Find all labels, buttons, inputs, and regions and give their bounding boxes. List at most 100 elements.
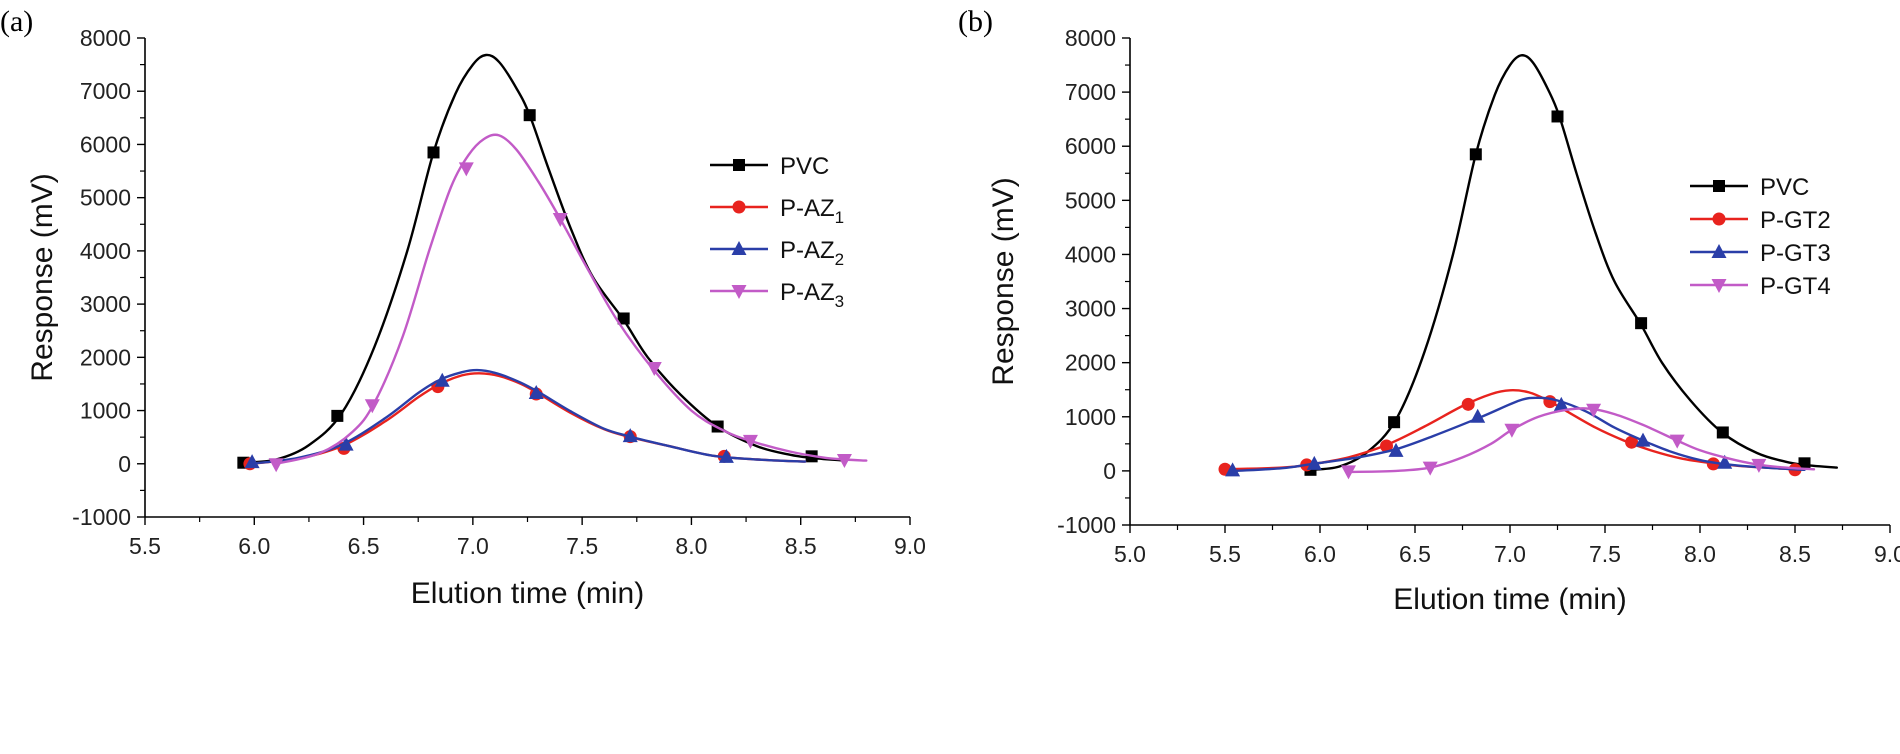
x-tick-label: 8.5 [785,533,817,559]
x-tick-label: 6.5 [1399,541,1431,567]
series-p-az3 [268,133,868,473]
data-point [1553,396,1569,411]
data-point [1625,435,1639,449]
legend-label-text: P-GT2 [1760,207,1831,234]
x-axis-title: Elution time (min) [1393,583,1626,616]
legend-label-subscript: 3 [835,292,844,311]
legend-item: PVC [710,153,829,180]
legend-label: PVC [1760,174,1809,201]
y-tick-label: 1000 [80,398,131,424]
data-point [1422,461,1438,476]
data-point [742,434,758,449]
legend-label-text: P-AZ [780,237,835,264]
y-tick-label: 8000 [1065,25,1116,51]
legend-marker [1711,279,1727,293]
legend-label-text: P-AZ [780,279,835,306]
legend-label-subscript: 1 [835,208,844,227]
legend-marker [733,159,745,171]
data-point [1380,439,1393,453]
legend-item: P-GT2 [1690,207,1831,234]
data-point [1341,465,1356,480]
data-point [1388,442,1404,457]
x-tick-label: 7.5 [1589,541,1621,567]
legend-item: P-GT4 [1690,273,1831,300]
legend-label-subscript: 2 [835,250,844,269]
legend-item: P-AZ2 [710,237,844,269]
data-point [1225,462,1241,477]
data-point [617,312,630,325]
legend-label: P-AZ1 [780,195,844,227]
legend: PVC P-GT2 P-GT3 P-GT4 [1690,174,1831,300]
series-line [274,133,868,465]
y-tick-label: 6000 [1065,133,1116,159]
data-point [528,384,544,399]
y-tick-label: 8000 [80,25,131,51]
data-point [523,109,536,122]
data-point [338,436,354,451]
y-tick-label: -1000 [72,504,131,530]
x-tick-label: 9.0 [894,533,926,559]
y-tick-label: 2000 [1065,350,1116,376]
x-tick-label: 8.0 [675,533,707,559]
legend-label: P-GT4 [1760,273,1831,300]
legend-item: P-AZ1 [710,195,844,227]
x-tick-label: 6.0 [1304,541,1336,567]
data-point [1306,455,1322,470]
data-point [458,162,474,177]
legend-label: P-AZ2 [780,237,844,269]
chart-panel-a: (a) 5.5 6.0 6.5 7.0 7.5 8.0 8.5 9.0 -1000 0 1000 200… [0,5,926,610]
data-point [1504,423,1520,438]
data-point [1717,454,1733,469]
series-p-gt4 [1341,403,1816,480]
y-tick-label: 0 [118,451,131,477]
legend-marker [1711,244,1727,258]
legend-label-text: PVC [780,153,829,180]
series-line [248,368,807,465]
data-point [1669,434,1685,449]
legend-label: PVC [780,153,829,180]
x-axis-title: Elution time (min) [411,577,644,610]
legend-marker [732,200,746,214]
x-tick-label: 5.5 [129,533,161,559]
legend-label-text: P-AZ [780,195,835,222]
legend-label-text: PVC [1760,174,1809,201]
data-point [364,399,380,414]
data-point [1551,110,1564,123]
data-point [1470,408,1486,423]
x-tick-label: 7.0 [457,533,489,559]
data-point [1586,403,1602,418]
data-point [1461,397,1475,411]
legend-marker [1712,212,1726,226]
x-tick-label: 6.0 [238,533,270,559]
y-tick-label: 3000 [80,291,131,317]
legend-marker [731,285,747,299]
data-point [1469,148,1482,161]
y-tick-label: -1000 [1057,512,1116,538]
legend-marker [1713,180,1725,192]
legend-label-text: P-GT3 [1760,240,1831,267]
series-line [1233,396,1806,473]
data-point [836,454,852,469]
series-p-gt3 [1225,396,1806,477]
data-point [427,146,440,159]
series-line [1223,389,1797,471]
y-tick-label: 3000 [1065,296,1116,322]
y-tick-label: 0 [1103,458,1116,484]
series-p-az2 [244,368,807,469]
y-tick-label: 4000 [1065,241,1116,267]
legend-label: P-GT3 [1760,240,1831,267]
data-point [434,372,450,387]
y-tick-label: 7000 [80,78,131,104]
x-tick-label: 7.0 [1494,541,1526,567]
panel-label: (a) [0,5,33,38]
y-axis-title: Response (mV) [26,173,59,381]
y-tick-label: 7000 [1065,79,1116,105]
chart-panel-b: (b) 5.0 5.5 6.0 6.5 7.0 7.5 8.0 8.5 9.0 -1000 0 1000… [958,5,1900,616]
y-tick-label: 6000 [80,131,131,157]
y-tick-label: 5000 [1065,187,1116,213]
data-point [718,448,734,463]
legend-label-text: P-GT4 [1760,273,1831,300]
data-point [1635,317,1648,330]
legend-item: P-AZ3 [710,279,844,311]
